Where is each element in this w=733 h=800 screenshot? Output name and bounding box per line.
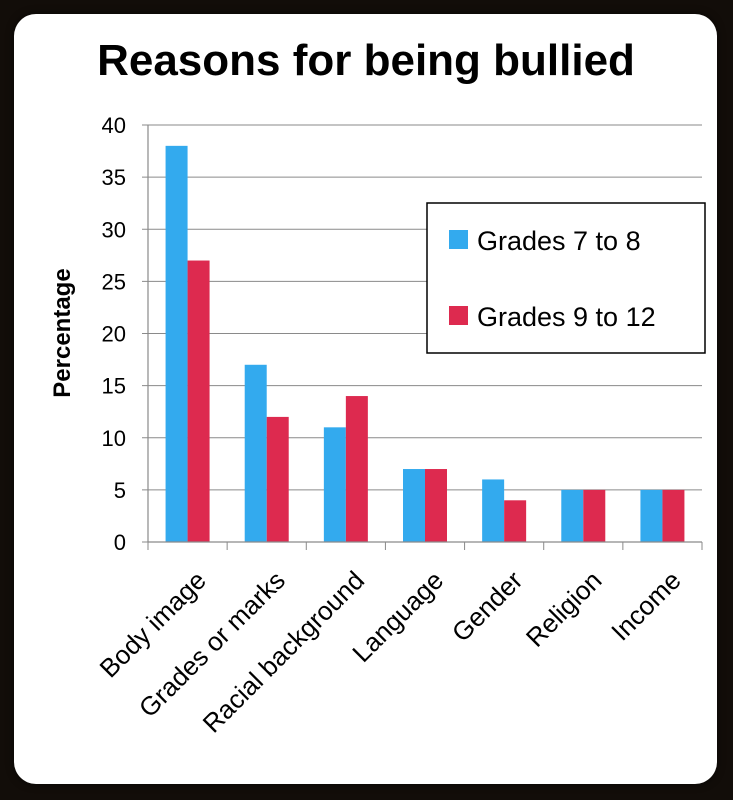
x-tick-label: Grades or marks xyxy=(133,565,291,723)
x-tick-label: Gender xyxy=(446,565,529,648)
y-tick-label: 10 xyxy=(102,426,126,451)
bar xyxy=(244,364,267,542)
bar xyxy=(561,489,584,542)
bars xyxy=(165,145,685,542)
y-tick-labels: 0 5 10 15 20 25 30 35 40 xyxy=(102,113,126,555)
y-tick-label: 35 xyxy=(102,165,126,190)
legend-label: Grades 9 to 12 xyxy=(477,302,656,332)
bar xyxy=(425,469,447,542)
bar xyxy=(345,396,368,542)
bar xyxy=(583,489,606,542)
chart-title: Reasons for being bullied xyxy=(97,36,635,85)
bar xyxy=(266,416,289,542)
legend-swatch xyxy=(449,230,468,249)
gridlines xyxy=(148,124,702,491)
legend-swatch xyxy=(449,306,468,325)
x-tick-label: Income xyxy=(605,565,687,647)
axes xyxy=(142,124,703,550)
y-tick-label: 0 xyxy=(114,530,126,555)
bar xyxy=(403,469,425,542)
y-axis-label: Percentage xyxy=(49,268,76,397)
bar xyxy=(482,479,505,542)
x-tick-label: Religion xyxy=(520,565,608,653)
y-tick-label: 15 xyxy=(102,374,126,399)
y-tick-label: 30 xyxy=(102,217,126,242)
bar xyxy=(323,427,346,542)
bar xyxy=(640,489,663,542)
y-tick-label: 20 xyxy=(102,322,126,347)
legend-label: Grades 7 to 8 xyxy=(477,226,641,256)
bar xyxy=(165,145,188,542)
y-tick-label: 5 xyxy=(114,478,126,503)
bar xyxy=(187,260,210,542)
bar xyxy=(662,489,685,542)
y-tick-label: 25 xyxy=(102,269,126,294)
y-tick-label: 40 xyxy=(102,113,126,138)
legend-box xyxy=(426,202,706,354)
bar xyxy=(504,500,527,542)
legend: Grades 7 to 8 Grades 9 to 12 xyxy=(426,202,706,354)
